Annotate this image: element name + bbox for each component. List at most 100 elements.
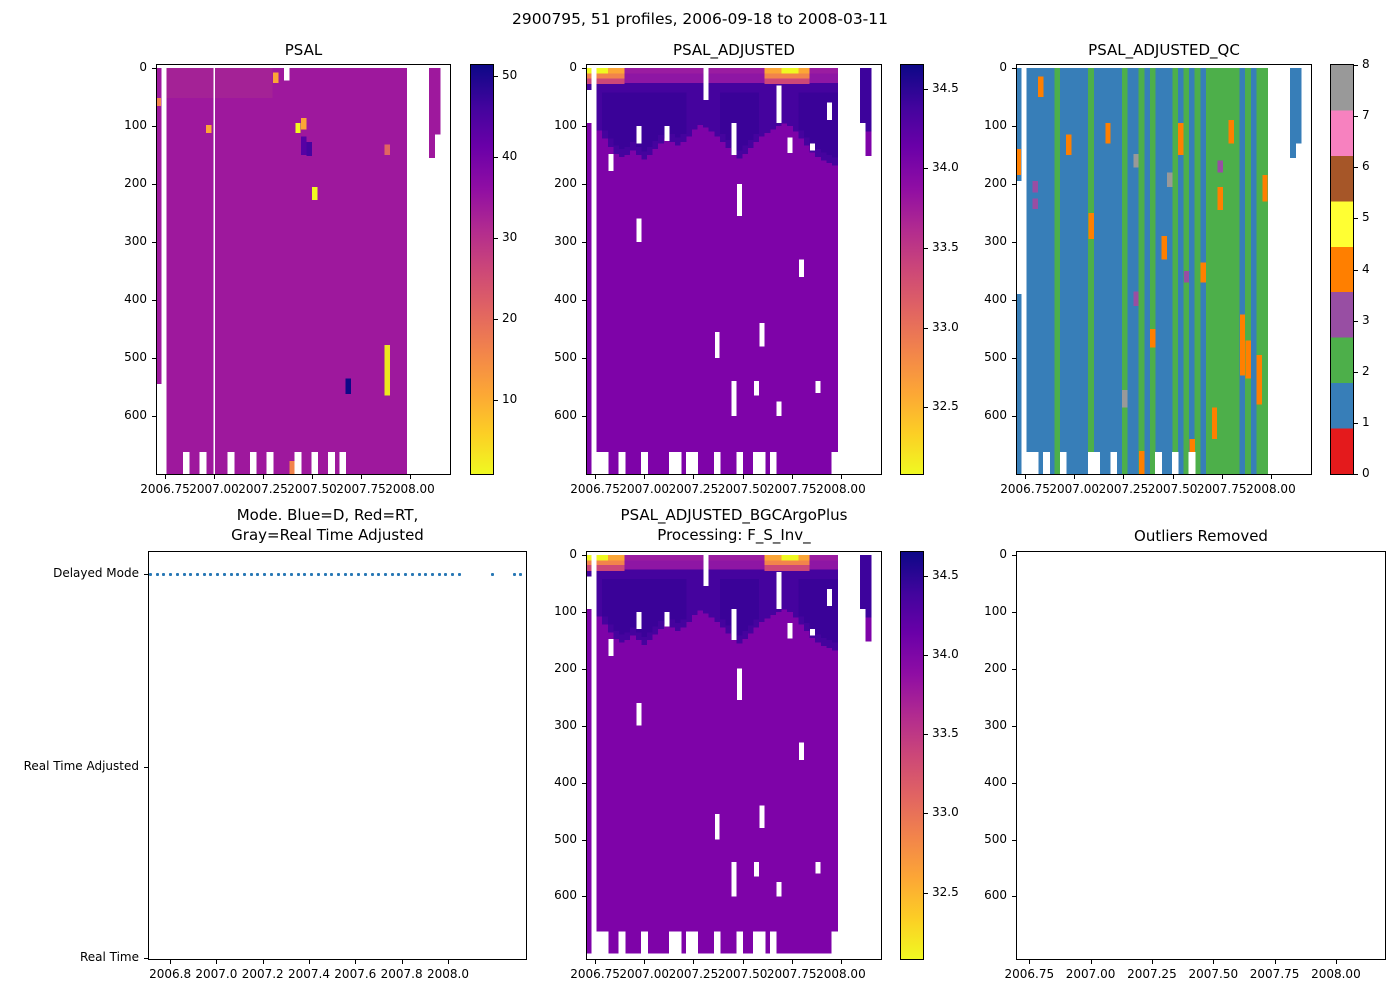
heatmap-cell: [708, 82, 715, 132]
y-axis-tick: [1012, 839, 1016, 841]
heatmap-cell: [669, 627, 676, 954]
colorbar-tick-label: 5: [1362, 210, 1370, 225]
heatmap-cell: [1026, 67, 1033, 474]
heatmap-cell: [685, 931, 693, 954]
heatmap-cell: [781, 73, 788, 79]
heatmap-cell: [267, 67, 274, 474]
heatmap-cell: [613, 153, 620, 474]
x-axis-tick: [401, 960, 403, 964]
x-axis-tick: [791, 960, 793, 964]
heatmap-cell: [188, 67, 195, 474]
heatmap-cell: [239, 67, 246, 99]
delayed-mode-dot: [437, 572, 441, 576]
heatmap-cell: [809, 578, 816, 630]
y-axis-tick: [144, 958, 148, 959]
heatmap-cell: [714, 73, 721, 83]
heatmap-cell: [691, 451, 699, 474]
x-axis-tick: [742, 960, 744, 964]
heatmap-cell: [317, 67, 324, 474]
colorbar-tick: [1354, 218, 1358, 220]
heatmap-cell: [602, 78, 609, 85]
heatmap-cell: [607, 73, 614, 79]
x-axis-tick: [355, 960, 357, 964]
heatmap-cell: [1088, 67, 1095, 474]
heatmap-cell: [194, 67, 201, 474]
heatmap-cell: [769, 451, 777, 474]
heatmap-cell: [635, 554, 642, 561]
y-tick-label: 0: [139, 59, 147, 74]
y-tick-label: 300: [554, 717, 577, 732]
colorbar-tick-label: 33.0: [932, 319, 959, 334]
heatmap-cell: [803, 73, 810, 79]
heatmap-cell: [781, 84, 788, 124]
heatmap-cell: [1088, 212, 1094, 240]
heatmap-cell: [244, 67, 251, 474]
heatmap-cell: [719, 627, 726, 954]
heatmap-cell: [658, 67, 665, 74]
heatmap-cell: [680, 560, 687, 570]
heatmap-cell: [803, 578, 810, 624]
heatmap-cell: [725, 578, 732, 626]
heatmap-cell: [1200, 262, 1206, 283]
heatmap-cell: [680, 92, 687, 135]
heatmap-cell: [641, 931, 648, 954]
heatmap-cell: [255, 67, 262, 474]
heatmap-cell: [703, 554, 709, 587]
heatmap-cell: [675, 554, 681, 561]
delayed-mode-dot: [303, 572, 307, 576]
heatmap-cell: [691, 931, 699, 954]
heatmap-cell: [183, 67, 190, 474]
heatmap-cell: [815, 73, 822, 83]
heatmap-cell: [596, 130, 603, 474]
heatmap-cell: [753, 554, 760, 561]
heatmap-cell: [641, 92, 648, 152]
heatmap-cell: [803, 631, 810, 954]
heatmap-cell: [714, 622, 721, 954]
heatmap-cell: [647, 92, 653, 147]
colorbar-tick-label: 32.5: [932, 399, 959, 414]
delayed-mode-dot: [263, 572, 267, 576]
x-axis-tick: [170, 960, 172, 964]
heatmap-cell: [736, 931, 744, 954]
colorbar-tick-label: 4: [1362, 261, 1370, 276]
heatmap-cell: [703, 82, 710, 128]
heatmap-cell: [602, 73, 609, 79]
heatmap-cell: [172, 67, 179, 474]
heatmap-cell: [725, 147, 732, 474]
heatmap-cell: [747, 147, 754, 474]
heatmap-cell: [770, 84, 777, 130]
y-axis-tick: [582, 358, 586, 359]
delayed-mode-dot: [377, 572, 381, 576]
y-tick-label: 500: [554, 831, 577, 846]
heatmap-cell: [787, 570, 794, 612]
x-tick-label: 2008.00: [816, 482, 866, 496]
heatmap-cell: [356, 67, 363, 474]
x-axis-tick: [1090, 960, 1092, 964]
heatmap-cell: [792, 570, 799, 618]
heatmap-cell: [596, 565, 603, 571]
heatmap-cell: [1060, 67, 1067, 474]
y-tick-label: 500: [984, 350, 1007, 364]
heatmap-cell: [775, 78, 782, 85]
heatmap-cell: [284, 67, 290, 81]
heatmap-cell: [759, 73, 766, 83]
heatmap-cell: [177, 67, 184, 99]
heatmap-cell: [742, 92, 749, 146]
x-axis-tick: [262, 960, 264, 964]
y-axis-tick: [152, 125, 156, 127]
x-tick-label: 2007.50: [717, 482, 768, 496]
colorbar-tick: [1354, 167, 1358, 169]
heatmap-cell: [205, 124, 212, 133]
heatmap-cell: [300, 136, 307, 155]
heatmap-cell: [714, 813, 720, 840]
heatmap-cell: [630, 92, 637, 143]
x-tick-label: 2007.0: [195, 967, 238, 981]
adj-colorbar: [900, 64, 924, 475]
colorbar-tick-label: 34.0: [932, 160, 959, 175]
heatmap-cell: [826, 73, 833, 83]
colorbar-tick-label: 33.5: [932, 240, 959, 254]
heatmap-cell: [401, 67, 408, 474]
delayed-mode-dot: [222, 572, 226, 576]
x-tick-label: 2008.00: [385, 482, 435, 496]
heatmap-cell: [619, 157, 625, 474]
